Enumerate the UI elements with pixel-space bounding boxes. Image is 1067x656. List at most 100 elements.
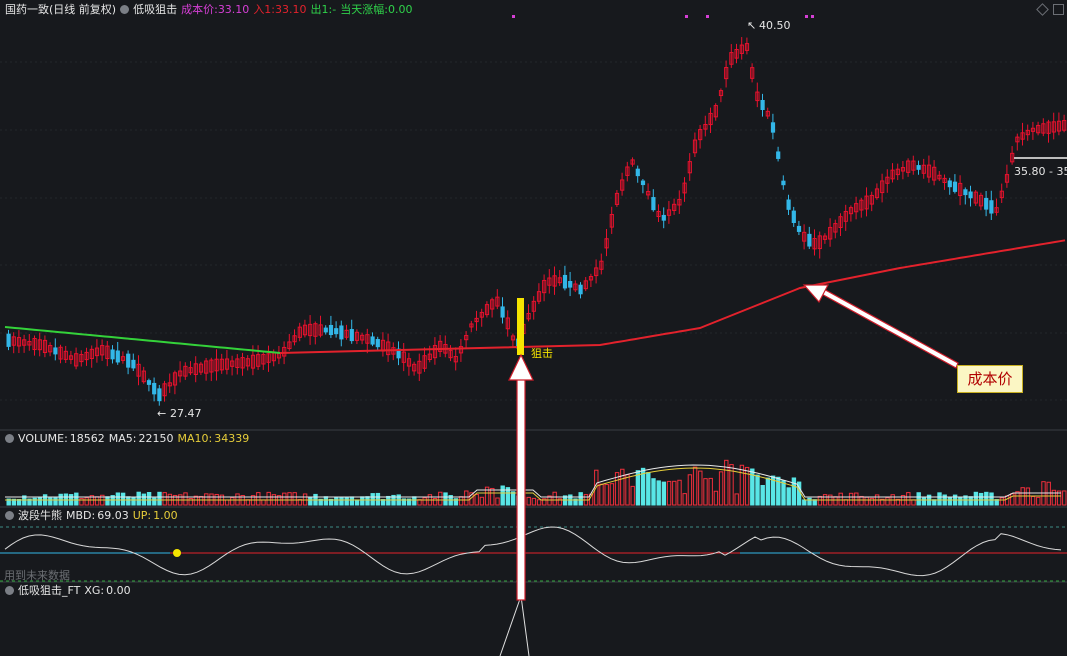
candle-body xyxy=(562,274,568,289)
candle-body xyxy=(1010,152,1015,163)
candle-body xyxy=(1056,120,1062,132)
volume-bar xyxy=(375,492,381,506)
candle-body xyxy=(630,159,635,165)
volume-bar xyxy=(318,498,323,506)
volume-bar xyxy=(729,464,734,506)
volume-bar xyxy=(750,468,755,506)
candle-body xyxy=(781,180,786,186)
volume-ma5-line xyxy=(5,464,1061,498)
out-value: - xyxy=(332,3,337,16)
candle-body xyxy=(952,181,958,192)
candle-body xyxy=(661,214,666,221)
candle-body xyxy=(230,360,235,367)
right-price-label: 35.80 - 35 xyxy=(1014,165,1067,178)
candle-body xyxy=(438,340,443,352)
candle-body xyxy=(178,370,183,377)
volume-bar xyxy=(656,480,661,506)
candle-body xyxy=(146,380,152,385)
volume-bar xyxy=(183,492,188,506)
candle-body xyxy=(510,335,516,341)
volume-bar xyxy=(776,476,781,506)
volume-bar xyxy=(682,493,687,506)
candle-body xyxy=(614,192,620,205)
high-price-pointer: ↖ xyxy=(747,19,756,32)
volume-bar xyxy=(672,480,677,506)
candle-body xyxy=(708,112,713,126)
volume-bar xyxy=(479,496,485,506)
volume-bar xyxy=(859,495,864,506)
candle-body xyxy=(625,166,630,176)
volume-bar xyxy=(817,495,823,506)
wave-toggle-icon[interactable] xyxy=(5,511,14,520)
candle-body xyxy=(417,360,422,374)
stock-title: 国药一致(日线 前复权) xyxy=(5,3,117,16)
candle-body xyxy=(339,325,344,340)
volume-bar xyxy=(677,479,682,506)
candle-body xyxy=(885,176,890,184)
volume-bar xyxy=(193,495,199,506)
candle-body xyxy=(204,360,209,374)
up-value: 1.00 xyxy=(153,509,178,522)
out-label: 出1: xyxy=(310,3,333,16)
volume-bar xyxy=(438,491,443,506)
candle-body xyxy=(770,122,776,133)
volume-bar xyxy=(204,493,209,506)
volume-bar xyxy=(640,467,646,506)
candle-body xyxy=(89,348,94,359)
candle-body xyxy=(266,353,271,363)
magenta-markers xyxy=(512,15,814,18)
volume-bar xyxy=(27,498,32,506)
mbd-value: 69.03 xyxy=(97,509,129,522)
candle-body xyxy=(370,336,375,345)
volume-bar xyxy=(464,490,469,506)
candle-body xyxy=(448,349,453,359)
volume-bar xyxy=(74,492,79,506)
volume-bar xyxy=(1015,491,1020,506)
candle-body xyxy=(739,44,744,54)
volume-bar xyxy=(510,491,516,506)
candle-body xyxy=(942,177,947,184)
volume-bar xyxy=(412,496,417,506)
candle-body xyxy=(859,199,864,211)
candle-body xyxy=(542,279,547,294)
volume-bar xyxy=(880,498,885,506)
candle-body xyxy=(302,324,308,336)
volume-bar xyxy=(386,495,391,506)
volume-bar xyxy=(911,499,916,506)
candle-body xyxy=(375,339,380,348)
candle-body xyxy=(479,311,484,318)
candle-body xyxy=(115,350,120,363)
volume-bar xyxy=(339,496,344,506)
volume-toggle-icon[interactable] xyxy=(5,434,14,443)
candle-body xyxy=(344,329,349,338)
candle-body xyxy=(666,209,672,216)
maximize-icon[interactable] xyxy=(1053,4,1064,15)
candle-body xyxy=(900,167,906,172)
candle-body xyxy=(412,363,417,372)
volume-bar xyxy=(287,492,292,506)
candle-body xyxy=(469,323,474,328)
ma10-label: MA10: xyxy=(177,432,213,445)
volume-bar xyxy=(604,484,609,506)
future-data-note: 用到未来数据 xyxy=(4,569,70,582)
candle-body xyxy=(526,313,531,320)
candle-body xyxy=(916,165,921,170)
volume-bar xyxy=(692,466,698,506)
indicator-toggle-icon[interactable] xyxy=(120,5,130,14)
candle-body xyxy=(58,346,63,360)
candle-body xyxy=(651,197,656,211)
candle-body xyxy=(84,351,89,361)
signal-toggle-icon[interactable] xyxy=(5,586,14,595)
volume-bar xyxy=(458,496,464,506)
volume-bar xyxy=(718,471,724,506)
candle-body xyxy=(677,198,682,206)
xg-label: XG: xyxy=(84,584,105,597)
in-value: 33.10 xyxy=(275,3,307,16)
volume-bar xyxy=(932,499,937,506)
arrow-to-signal xyxy=(508,353,534,601)
candle-body xyxy=(984,197,989,210)
volume-bar xyxy=(958,496,963,506)
volume-bar xyxy=(1004,495,1010,506)
candle-body xyxy=(495,296,500,307)
volume-bar xyxy=(921,497,927,506)
